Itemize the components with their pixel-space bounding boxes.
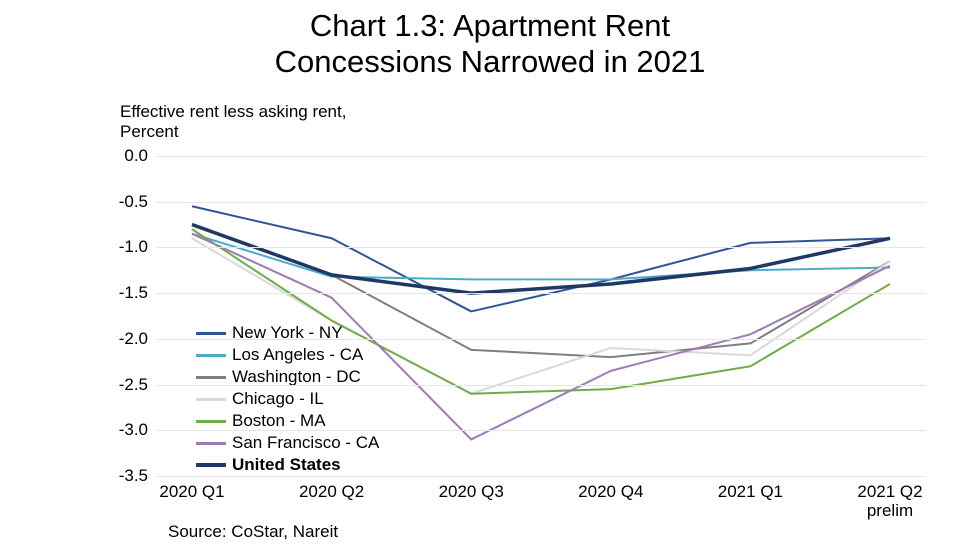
chart-title-line2: Concessions Narrowed in 2021 — [0, 44, 980, 80]
y-tick-label: -2.0 — [119, 329, 156, 349]
x-tick-extra-label: prelim — [867, 476, 913, 521]
y-tick-label: -0.5 — [119, 192, 156, 212]
legend-swatch — [196, 376, 226, 379]
gridline — [156, 247, 926, 248]
legend-swatch — [196, 398, 226, 401]
x-tick-label: 2020 Q1 — [159, 476, 224, 502]
legend-item: United States — [196, 454, 379, 476]
legend-label: San Francisco - CA — [232, 433, 379, 453]
y-axis-label: Effective rent less asking rent, Percent — [120, 102, 346, 142]
gridline — [156, 430, 926, 431]
chart-title: Chart 1.3: Apartment Rent Concessions Na… — [0, 0, 980, 79]
legend-swatch — [196, 420, 226, 423]
gridline — [156, 339, 926, 340]
y-tick-label: -1.5 — [119, 283, 156, 303]
x-tick-label: 2020 Q2 — [299, 476, 364, 502]
legend-swatch — [196, 463, 226, 467]
legend-swatch — [196, 354, 226, 357]
legend-item: Chicago - IL — [196, 388, 379, 410]
chart-title-line1: Chart 1.3: Apartment Rent — [0, 8, 980, 44]
legend-label: New York - NY — [232, 323, 343, 343]
gridline — [156, 385, 926, 386]
gridline — [156, 476, 926, 477]
x-tick-label: 2020 Q4 — [578, 476, 643, 502]
x-tick-label: 2020 Q3 — [439, 476, 504, 502]
legend-label: Chicago - IL — [232, 389, 324, 409]
legend-label: Boston - MA — [232, 411, 326, 431]
y-tick-label: -3.5 — [119, 466, 156, 486]
series-line — [192, 225, 890, 294]
series-line — [192, 234, 890, 280]
legend-item: New York - NY — [196, 322, 379, 344]
legend-swatch — [196, 442, 226, 445]
gridline — [156, 293, 926, 294]
y-tick-label: 0.0 — [124, 146, 156, 166]
gridline — [156, 202, 926, 203]
gridline — [156, 156, 926, 157]
source-text: Source: CoStar, Nareit — [168, 522, 338, 542]
legend-label: United States — [232, 455, 341, 475]
x-tick-label: 2021 Q1 — [718, 476, 783, 502]
legend-label: Los Angeles - CA — [232, 345, 363, 365]
y-tick-label: -2.5 — [119, 375, 156, 395]
y-axis-label-line1: Effective rent less asking rent, — [120, 102, 346, 122]
y-tick-label: -3.0 — [119, 420, 156, 440]
legend-item: Boston - MA — [196, 410, 379, 432]
legend-swatch — [196, 332, 226, 335]
legend-item: Los Angeles - CA — [196, 344, 379, 366]
y-tick-label: -1.0 — [119, 237, 156, 257]
legend-item: San Francisco - CA — [196, 432, 379, 454]
plot-area: New York - NYLos Angeles - CAWashington … — [156, 156, 926, 476]
series-line — [192, 206, 890, 311]
legend: New York - NYLos Angeles - CAWashington … — [196, 322, 379, 476]
y-axis-label-line2: Percent — [120, 122, 346, 142]
